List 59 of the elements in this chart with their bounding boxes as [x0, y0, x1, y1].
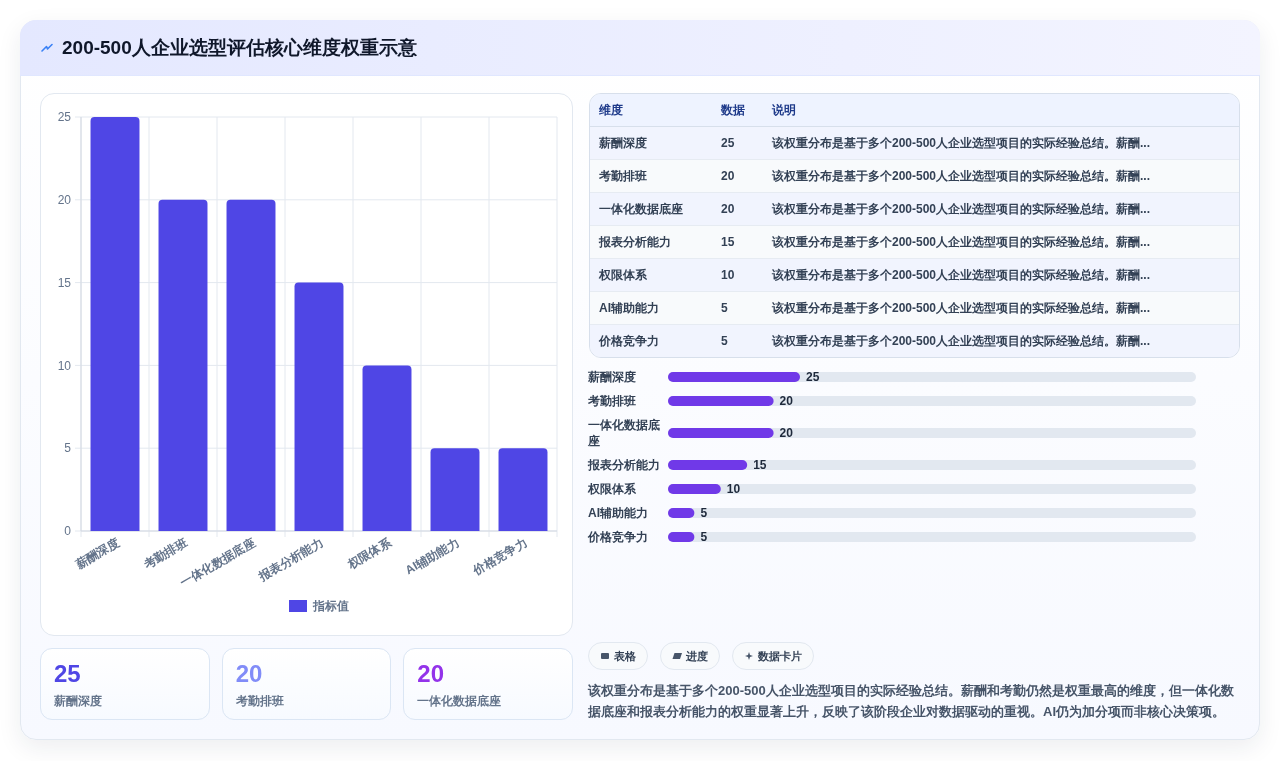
y-tick-label: AI辅助能力 [588, 506, 648, 521]
data-label: 20 [235, 660, 263, 688]
category-label: 一体化数据底座 [599, 200, 683, 218]
text: 数据 [721, 101, 745, 119]
y-tick-label: 权限体系 [587, 482, 637, 497]
bar [158, 199, 208, 531]
data-label: 5 [700, 530, 708, 545]
y-tick-label: 考勤排班 [587, 394, 636, 409]
y-tick-label: 薪酬深度 [587, 370, 636, 385]
data-label: 5 [721, 300, 728, 317]
data-label: 10 [721, 267, 735, 284]
text: 该权重分布是基于多个200-500人企业选型项目的实际经验总结。薪酬... [772, 134, 1151, 152]
data-label: 25 [806, 370, 820, 385]
data-label: 20 [779, 394, 794, 409]
y-tick-label: 15 [57, 275, 72, 290]
text: 该权重分布是基于多个200-500人企业选型项目的实际经验总结。薪酬... [772, 167, 1151, 185]
bar [294, 282, 344, 531]
data-label: 20 [417, 660, 445, 688]
bar [498, 448, 548, 531]
x-tick-label: 价格竞争力 [469, 535, 530, 578]
chart-title: 200-500人企业选型评估核心维度权重示意 [62, 37, 417, 58]
y-tick-label: 20 [57, 193, 72, 207]
x-tick-label: AI辅助能力 [402, 535, 462, 578]
bar [362, 365, 412, 531]
data-label: 10 [726, 482, 741, 497]
data-label: 25 [721, 135, 735, 152]
text: 该权重分布是基于多个200-500人企业选型项目的实际经验总结。薪酬... [772, 266, 1151, 284]
bar [90, 117, 140, 531]
y-tick-label: 5 [64, 441, 72, 456]
legend-label: 指标值 [312, 599, 349, 614]
data-label: 20 [779, 426, 794, 441]
category-label: 数据卡片 [758, 648, 802, 664]
text: 该权重分布是基于多个200-500人企业选型项目的实际经验总结。薪酬... [772, 299, 1151, 317]
category-label: 考勤排班 [235, 694, 284, 708]
text: 该权重分布是基于多个200-500人企业选型项目的实际经验总结。薪酬和考勤仍然是权重最高的维度，但一体化数据底座和报表分析能力的权重显著上升，反映了该阶段企业对数据驱动的重视。AI仍为加分项而非核心决策项。 [588, 683, 1234, 719]
y-tick-label: 25 [57, 110, 72, 125]
data-label: 20 [721, 168, 735, 185]
category-label: 一体化数据底座 [417, 694, 502, 708]
bar [226, 199, 276, 531]
x-tick-label: 考勤排班 [140, 535, 190, 572]
category-label: 报表分析能力 [599, 233, 671, 251]
text: 该权重分布是基于多个200-500人企业选型项目的实际经验总结。薪酬... [772, 233, 1151, 251]
category-label: 表格 [614, 648, 636, 664]
x-tick-label: 权限体系 [344, 534, 395, 572]
data-label: 15 [721, 234, 735, 251]
text: 说明 [772, 101, 796, 119]
text: 该权重分布是基于多个200-500人企业选型项目的实际经验总结。薪酬... [772, 200, 1151, 218]
y-tick-label: 0 [64, 524, 72, 539]
y-tick-label: 一体化数据底座 [587, 418, 660, 449]
data-label: 20 [721, 201, 735, 218]
text: 维度 [599, 101, 623, 119]
text: 该权重分布是基于多个200-500人企业选型项目的实际经验总结。薪酬... [772, 332, 1151, 350]
bar [430, 448, 480, 531]
data-label: 15 [753, 458, 767, 473]
data-label: 5 [721, 333, 728, 350]
y-tick-label: 10 [57, 358, 72, 373]
category-label: 进度 [686, 648, 708, 664]
y-tick-label: 报表分析能力 [587, 458, 660, 473]
data-label: 5 [700, 506, 708, 521]
